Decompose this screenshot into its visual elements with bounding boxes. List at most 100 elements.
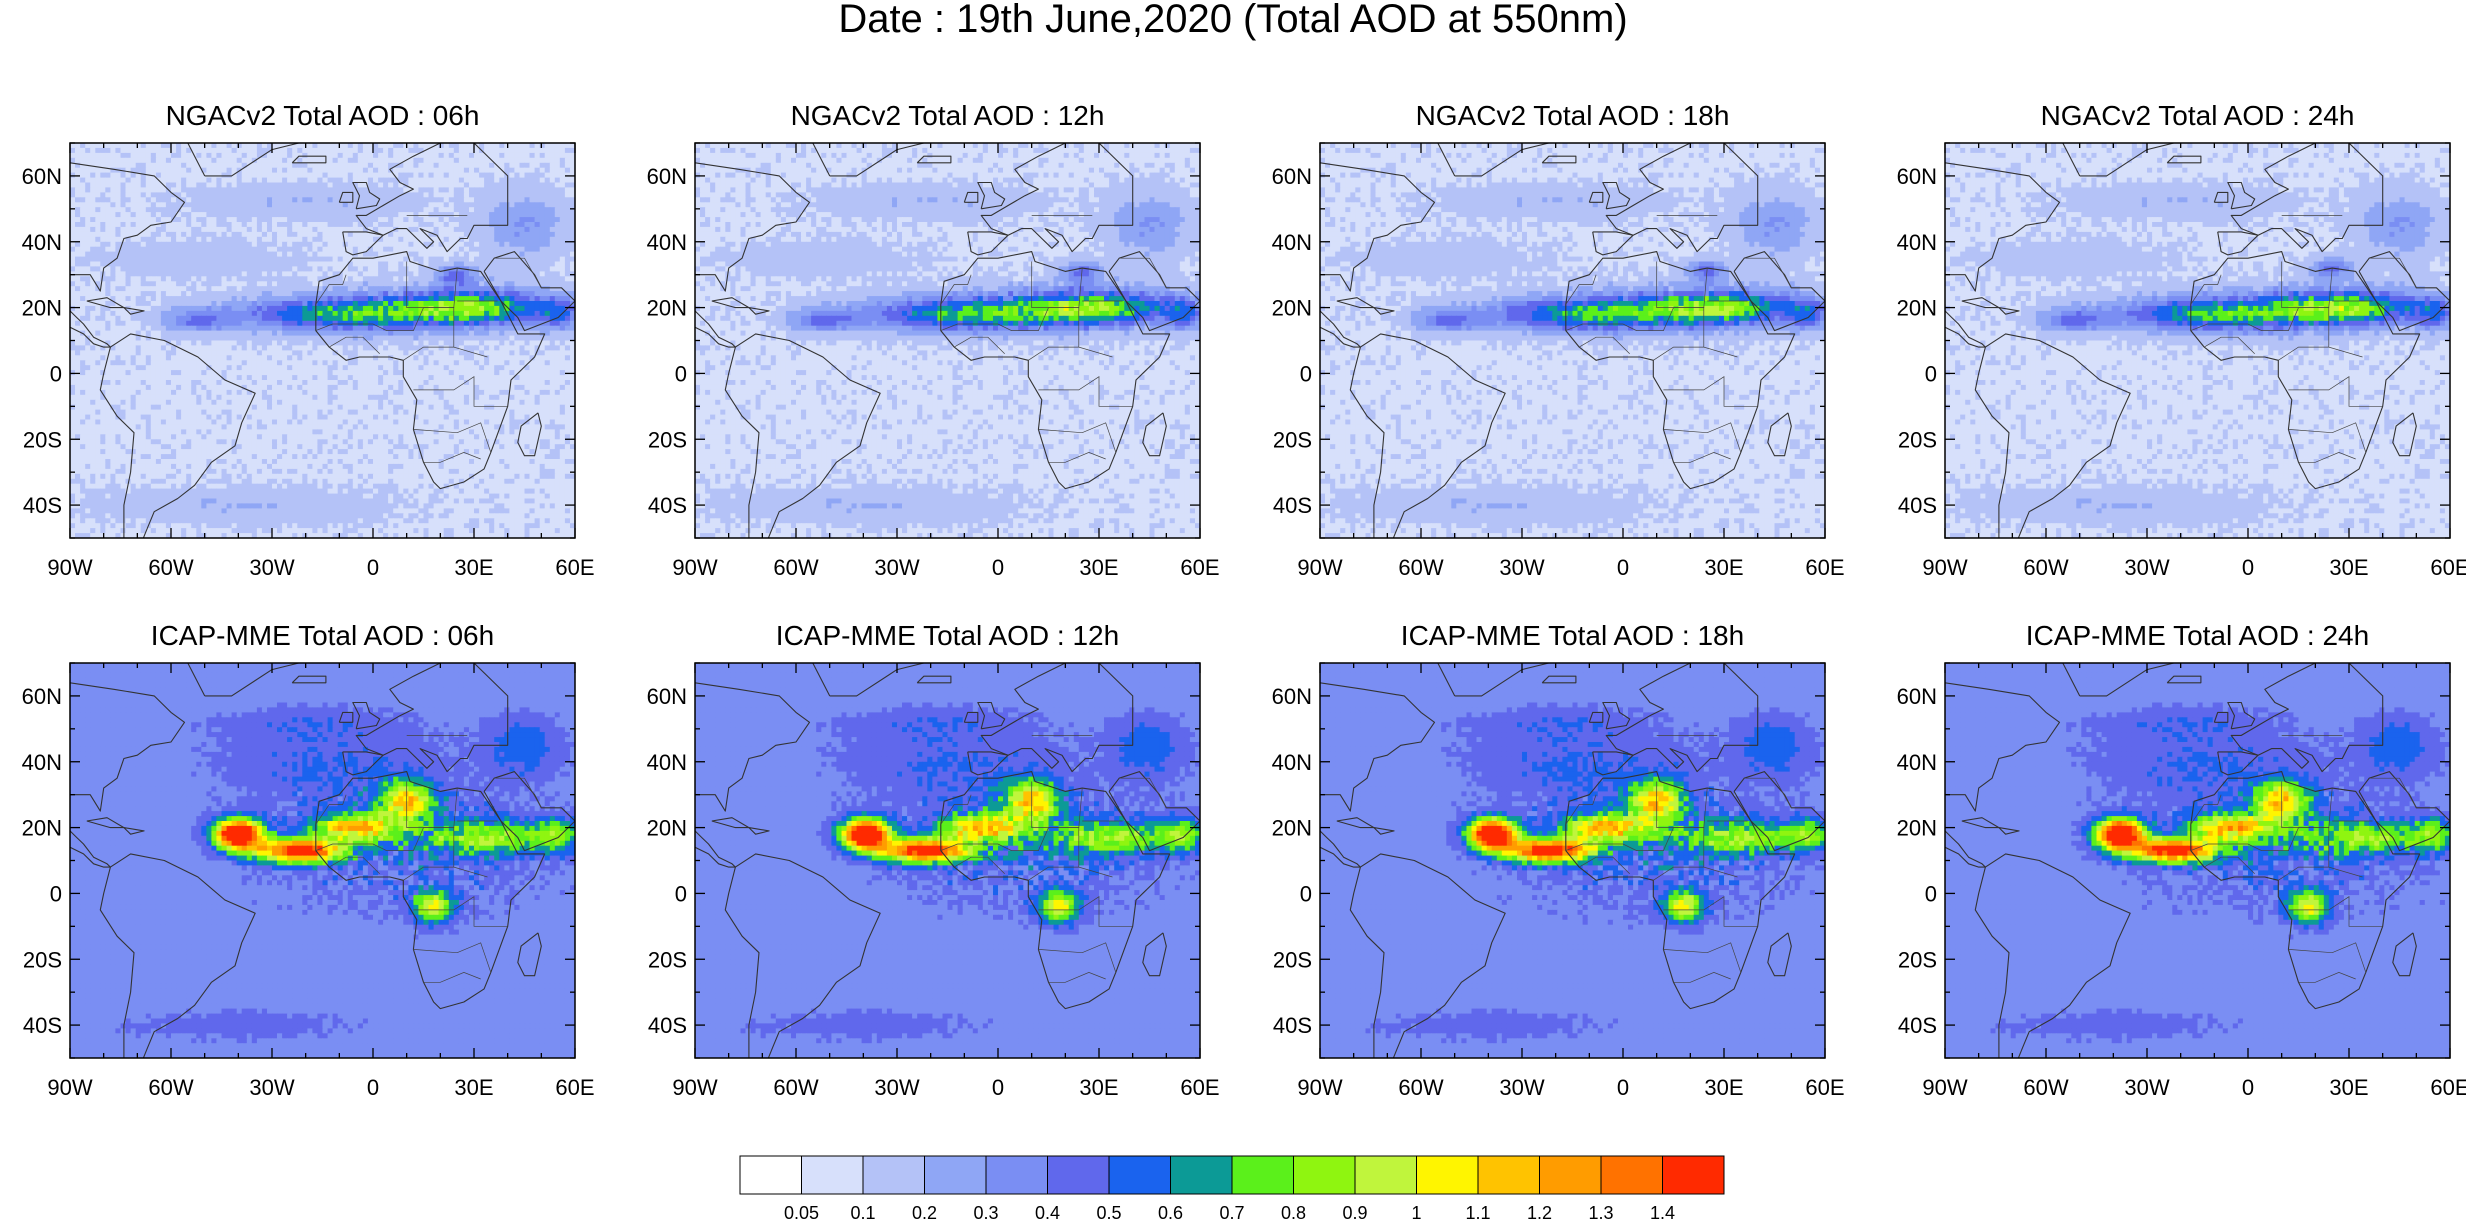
colorbar-label: 0.8 bbox=[1281, 1203, 1306, 1222]
lat-tick-label: 20N bbox=[1897, 816, 1937, 841]
lon-tick-label: 30W bbox=[2124, 1075, 2169, 1100]
lon-tick-label: 30W bbox=[249, 1075, 294, 1100]
colorbar-label: 0.05 bbox=[784, 1203, 819, 1222]
panel-title: ICAP-MME Total AOD : 24h bbox=[2026, 620, 2369, 651]
colorbar: 0.05 0.1 0.2 0.3 0.4 0.5 0.6 0.7 0.8 0.9 1 1.1 1.2 1.… bbox=[740, 1156, 1724, 1222]
lon-tick-label: 90W bbox=[1297, 555, 1342, 580]
lon-tick-label: 90W bbox=[1922, 1075, 1967, 1100]
colorbar-swatch bbox=[1601, 1156, 1663, 1194]
lat-tick-label: 20S bbox=[648, 947, 687, 972]
lon-tick-label: 0 bbox=[2242, 1075, 2254, 1100]
lon-tick-label: 60E bbox=[1805, 1075, 1844, 1100]
lat-tick-label: 40S bbox=[1273, 493, 1312, 518]
lon-tick-label: 60W bbox=[2023, 555, 2068, 580]
aod-field bbox=[1945, 143, 2451, 539]
lat-tick-label: 20S bbox=[23, 947, 62, 972]
lat-tick-label: 20N bbox=[1272, 296, 1312, 321]
colorbar-label: 0.7 bbox=[1219, 1203, 1244, 1222]
lat-tick-label: 0 bbox=[675, 881, 687, 906]
colorbar-swatch bbox=[1663, 1156, 1725, 1194]
lat-tick-label: 20N bbox=[647, 816, 687, 841]
colorbar-label: 0.1 bbox=[850, 1203, 875, 1222]
colorbar-swatch bbox=[802, 1156, 864, 1194]
panel-title: NGACv2 Total AOD : 12h bbox=[791, 100, 1105, 131]
lon-tick-label: 30W bbox=[1499, 1075, 1544, 1100]
colorbar-swatch bbox=[1355, 1156, 1417, 1194]
lat-tick-label: 0 bbox=[1300, 361, 1312, 386]
lon-tick-label: 60W bbox=[773, 1075, 818, 1100]
aod-field bbox=[70, 663, 576, 1059]
lon-tick-label: 0 bbox=[992, 1075, 1004, 1100]
lat-tick-label: 60N bbox=[647, 164, 687, 189]
lat-tick-label: 40N bbox=[647, 230, 687, 255]
lon-tick-label: 60W bbox=[1398, 555, 1443, 580]
colorbar-label: 0.9 bbox=[1342, 1203, 1367, 1222]
lat-tick-label: 40N bbox=[1897, 750, 1937, 775]
lat-tick-label: 40N bbox=[1897, 230, 1937, 255]
aod-field bbox=[1320, 663, 1826, 1059]
lon-tick-label: 60W bbox=[148, 555, 193, 580]
lon-tick-label: 60E bbox=[1180, 555, 1219, 580]
lon-tick-label: 30E bbox=[1079, 555, 1118, 580]
colorbar-label: 0.4 bbox=[1035, 1203, 1060, 1222]
aod-field bbox=[1320, 143, 1826, 539]
colorbar-label: 1.3 bbox=[1588, 1203, 1613, 1222]
lat-tick-label: 40N bbox=[22, 750, 62, 775]
lon-tick-label: 0 bbox=[2242, 555, 2254, 580]
colorbar-label: 1 bbox=[1411, 1203, 1421, 1222]
lat-tick-label: 20S bbox=[1273, 427, 1312, 452]
lon-tick-label: 30W bbox=[874, 1075, 919, 1100]
lat-tick-label: 40N bbox=[647, 750, 687, 775]
lat-tick-label: 0 bbox=[50, 361, 62, 386]
colorbar-swatch bbox=[986, 1156, 1048, 1194]
lat-tick-label: 20N bbox=[22, 296, 62, 321]
lat-tick-label: 40S bbox=[648, 493, 687, 518]
lon-tick-label: 30E bbox=[1079, 1075, 1118, 1100]
lat-tick-label: 0 bbox=[50, 881, 62, 906]
lat-tick-label: 60N bbox=[1272, 164, 1312, 189]
colorbar-swatch bbox=[740, 1156, 802, 1194]
colorbar-swatch bbox=[1540, 1156, 1602, 1194]
lon-tick-label: 90W bbox=[672, 555, 717, 580]
lat-tick-label: 0 bbox=[1300, 881, 1312, 906]
lon-tick-label: 0 bbox=[1617, 555, 1629, 580]
colorbar-swatch bbox=[863, 1156, 925, 1194]
lon-tick-label: 90W bbox=[47, 1075, 92, 1100]
lon-tick-label: 60E bbox=[1805, 555, 1844, 580]
lon-tick-label: 90W bbox=[47, 555, 92, 580]
lon-tick-label: 60E bbox=[2430, 555, 2466, 580]
lat-tick-label: 20S bbox=[1273, 947, 1312, 972]
lon-tick-label: 60W bbox=[2023, 1075, 2068, 1100]
lat-tick-label: 60N bbox=[1897, 164, 1937, 189]
lat-tick-label: 20N bbox=[22, 816, 62, 841]
lon-tick-label: 60E bbox=[1180, 1075, 1219, 1100]
lat-tick-label: 20N bbox=[1272, 816, 1312, 841]
colorbar-label: 0.2 bbox=[912, 1203, 937, 1222]
lon-tick-label: 30E bbox=[454, 1075, 493, 1100]
lon-tick-label: 0 bbox=[1617, 1075, 1629, 1100]
lat-tick-label: 20S bbox=[23, 427, 62, 452]
lat-tick-label: 40N bbox=[1272, 230, 1312, 255]
lat-tick-label: 60N bbox=[647, 684, 687, 709]
colorbar-swatch bbox=[1109, 1156, 1171, 1194]
lat-tick-label: 40S bbox=[1898, 493, 1937, 518]
colorbar-swatch bbox=[1417, 1156, 1479, 1194]
colorbar-swatch bbox=[1232, 1156, 1294, 1194]
panel-title: ICAP-MME Total AOD : 06h bbox=[151, 620, 494, 651]
lat-tick-label: 40S bbox=[648, 1013, 687, 1038]
lon-tick-label: 0 bbox=[367, 555, 379, 580]
lat-tick-label: 60N bbox=[1272, 684, 1312, 709]
colorbar-label: 1.1 bbox=[1465, 1203, 1490, 1222]
aod-field bbox=[70, 143, 576, 539]
panel-title: ICAP-MME Total AOD : 18h bbox=[1401, 620, 1744, 651]
colorbar-swatch bbox=[1478, 1156, 1540, 1194]
lon-tick-label: 30W bbox=[2124, 555, 2169, 580]
lon-tick-label: 90W bbox=[672, 1075, 717, 1100]
lat-tick-label: 40S bbox=[23, 493, 62, 518]
